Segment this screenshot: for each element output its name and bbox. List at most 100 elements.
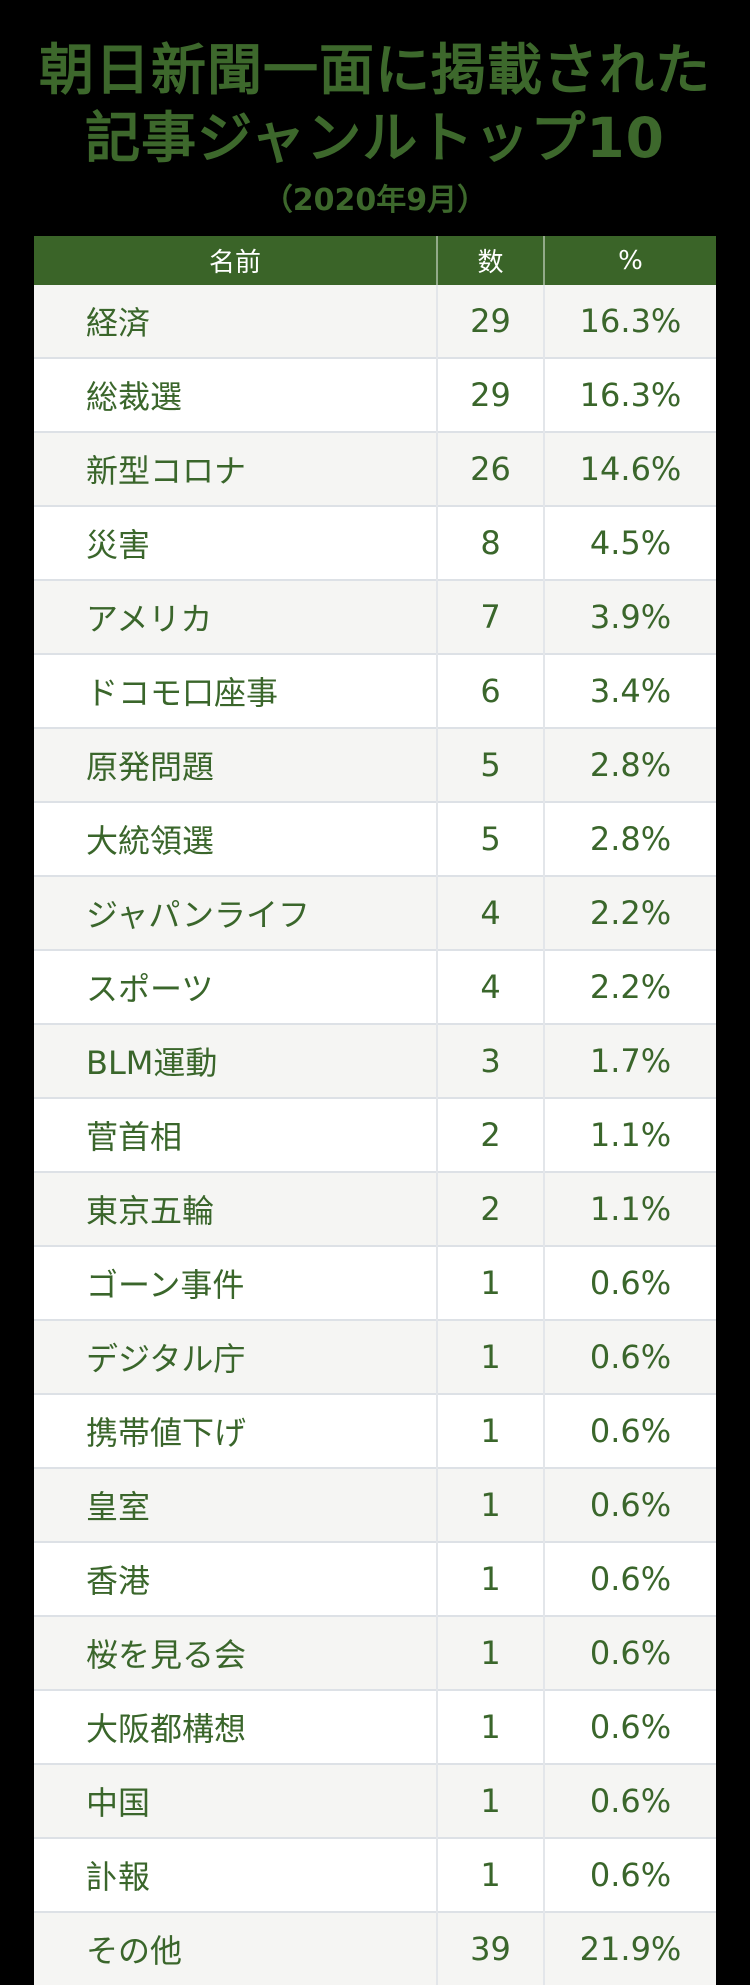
percent-cell: 16.3% (543, 357, 716, 432)
count-cell: 6 (436, 653, 544, 728)
percent-cell: 2.2% (543, 949, 716, 1024)
table-header: 名前 数 % (34, 236, 716, 285)
table-row: 総裁選 29 16.3% (34, 357, 716, 432)
table-row: 大阪都構想 1 0.6% (34, 1689, 716, 1764)
percent-cell: 1.7% (543, 1023, 716, 1098)
count-cell: 26 (436, 431, 544, 506)
table-row: ジャパンライフ 4 2.2% (34, 875, 716, 950)
percent-cell: 1.1% (543, 1097, 716, 1172)
percent-cell: 3.9% (543, 579, 716, 654)
percent-cell: 0.6% (543, 1245, 716, 1320)
genre-name-cell: 香港 (34, 1541, 437, 1616)
genre-table: 名前 数 % 経済 29 16.3% 総裁選 29 16.3% 新型コロナ 26… (34, 236, 716, 1985)
percent-cell: 0.6% (543, 1319, 716, 1394)
table-row: BLM運動 3 1.7% (34, 1023, 716, 1098)
table-row: デジタル庁 1 0.6% (34, 1319, 716, 1394)
table-row: 原発問題 5 2.8% (34, 727, 716, 802)
page-header: 朝日新聞一面に掲載された 記事ジャンルトップ10 （2020年9月） (0, 0, 750, 220)
table-row: 菅首相 2 1.1% (34, 1097, 716, 1172)
count-cell: 1 (436, 1467, 544, 1542)
count-cell: 2 (436, 1097, 544, 1172)
table-header-row: 名前 数 % (34, 236, 716, 285)
count-cell: 1 (436, 1615, 544, 1690)
genre-name-cell: 訃報 (34, 1837, 437, 1912)
genre-name-cell: 経済 (86, 304, 151, 342)
count-cell: 1 (436, 1319, 544, 1394)
page-subtitle: （2020年9月） (262, 183, 488, 218)
genre-name-cell: 携帯値下げ (34, 1393, 437, 1468)
percent-cell: 0.6% (543, 1689, 716, 1764)
page-title-line2: 記事ジャンルトップ10 (85, 106, 665, 170)
table-row: 新型コロナ 26 14.6% (34, 431, 716, 506)
column-header-name: 名前 (34, 236, 437, 285)
genre-name-cell: その他 (34, 1911, 437, 1985)
genre-name-cell: 皇室 (34, 1467, 437, 1542)
percent-cell: 3.4% (543, 653, 716, 728)
count-cell: 1 (436, 1541, 544, 1616)
column-header-count: 数 (436, 236, 544, 285)
table-row: ドコモ口座事 6 3.4% (34, 653, 716, 728)
genre-name-cell: デジタル庁 (34, 1319, 437, 1394)
count-cell: 1 (436, 1837, 544, 1912)
count-cell: 1 (436, 1245, 544, 1320)
genre-name-cell: 菅首相 (34, 1097, 437, 1172)
genre-name-cell: 桜を見る会 (34, 1615, 437, 1690)
percent-cell: 0.6% (543, 1837, 716, 1912)
genre-name-cell: ドコモ口座事 (34, 653, 437, 728)
percent-cell: 21.9% (543, 1911, 716, 1985)
percent-cell: 2.8% (543, 801, 716, 876)
table-row: 香港 1 0.6% (34, 1541, 716, 1616)
percent-cell: 0.6% (543, 1763, 716, 1838)
genre-name-cell: 東京五輪 (34, 1171, 437, 1246)
table-row: その他 39 21.9% (34, 1911, 716, 1985)
column-header-percent: % (543, 236, 716, 285)
table-row: 皇室 1 0.6% (34, 1467, 716, 1542)
table-row: 訃報 1 0.6% (34, 1837, 716, 1912)
percent-cell: 16.3% (543, 285, 716, 358)
percent-cell: 2.8% (543, 727, 716, 802)
table-body: 経済 29 16.3% 総裁選 29 16.3% 新型コロナ 26 14.6% … (34, 285, 716, 1985)
percent-cell: 0.6% (543, 1615, 716, 1690)
percent-cell: 4.5% (543, 505, 716, 580)
count-cell: 1 (436, 1393, 544, 1468)
count-cell: 2 (436, 1171, 544, 1246)
table-row: ゴーン事件 1 0.6% (34, 1245, 716, 1320)
table-row: 桜を見る会 1 0.6% (34, 1615, 716, 1690)
genre-name-cell: 大統領選 (34, 801, 437, 876)
table-row: 中国 1 0.6% (34, 1763, 716, 1838)
genre-name-cell: 総裁選 (34, 357, 437, 432)
count-cell: 4 (436, 875, 544, 950)
genre-name-cell: 大阪都構想 (34, 1689, 437, 1764)
table-row: 経済 29 16.3% (34, 285, 716, 358)
count-cell: 5 (436, 801, 544, 876)
count-cell: 29 (436, 285, 544, 358)
genre-name-cell: ゴーン事件 (34, 1245, 437, 1320)
genre-name-cell: 原発問題 (34, 727, 437, 802)
genre-name-cell: スポーツ (34, 949, 437, 1024)
percent-cell: 2.2% (543, 875, 716, 950)
table-row: スポーツ 4 2.2% (34, 949, 716, 1024)
percent-cell: 0.6% (543, 1467, 716, 1542)
count-cell: 3 (436, 1023, 544, 1098)
page-title-line1: 朝日新聞一面に掲載された (38, 38, 711, 102)
percent-cell: 14.6% (543, 431, 716, 506)
percent-cell: 0.6% (543, 1393, 716, 1468)
count-cell: 5 (436, 727, 544, 802)
genre-name-cell: BLM運動 (34, 1023, 437, 1098)
table-row: アメリカ 7 3.9% (34, 579, 716, 654)
table-row: 東京五輪 2 1.1% (34, 1171, 716, 1246)
count-cell: 4 (436, 949, 544, 1024)
count-cell: 29 (436, 357, 544, 432)
table-row: 災害 8 4.5% (34, 505, 716, 580)
genre-name-cell: アメリカ (34, 579, 437, 654)
genre-name-cell: 中国 (34, 1763, 437, 1838)
genre-name-cell: ジャパンライフ (34, 875, 437, 950)
genre-name-cell: 新型コロナ (34, 431, 437, 506)
count-cell: 8 (436, 505, 544, 580)
count-cell: 39 (436, 1911, 544, 1985)
count-cell: 1 (436, 1763, 544, 1838)
genre-name-cell: 災害 (34, 505, 437, 580)
table-row: 携帯値下げ 1 0.6% (34, 1393, 716, 1468)
percent-cell: 0.6% (543, 1541, 716, 1616)
percent-cell: 1.1% (543, 1171, 716, 1246)
